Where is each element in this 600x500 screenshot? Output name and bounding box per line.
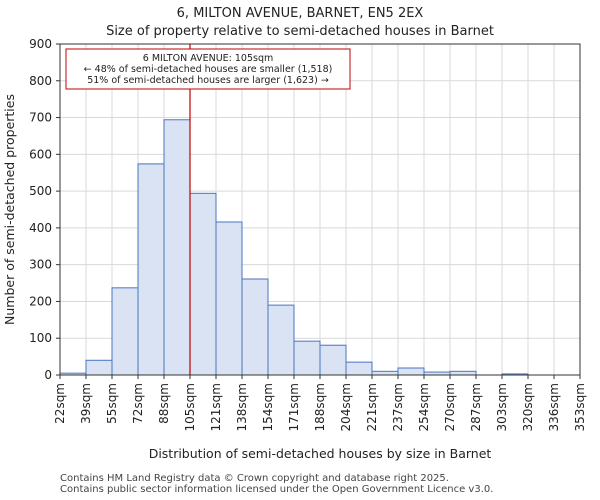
y-tick-label: 800 bbox=[29, 74, 52, 88]
annotation-line-2: ← 48% of semi-detached houses are smalle… bbox=[84, 64, 333, 75]
annotation-frame bbox=[65, 48, 351, 90]
x-tick-label: 270sqm bbox=[443, 383, 457, 431]
x-tick-label: 72sqm bbox=[131, 383, 145, 424]
y-axis-label: Number of semi-detached properties bbox=[2, 94, 17, 325]
y-tick-label: 600 bbox=[29, 147, 52, 161]
x-tick-label: 138sqm bbox=[235, 383, 249, 431]
x-tick-label: 204sqm bbox=[339, 383, 353, 431]
axes: 0 100 200 300 400 500 600 700 800 900 22sqm 39sqm 55… bbox=[29, 37, 587, 431]
y-tick-label: 0 bbox=[44, 368, 52, 382]
footer-line-2: Contains public sector information licen… bbox=[60, 484, 494, 495]
histogram-bar bbox=[215, 221, 243, 376]
annotation-line-3: 51% of semi-detached houses are larger (… bbox=[87, 75, 329, 86]
histogram-bar bbox=[137, 163, 165, 376]
histogram-bar bbox=[345, 361, 373, 376]
x-axis-label: Distribution of semi-detached houses by … bbox=[149, 446, 492, 461]
histogram-bar bbox=[319, 344, 347, 376]
x-tick-label: 121sqm bbox=[209, 383, 223, 431]
histogram-bar bbox=[85, 359, 113, 376]
y-tick-label: 500 bbox=[29, 184, 52, 198]
y-tick-label: 900 bbox=[29, 37, 52, 51]
x-tick-label: 39sqm bbox=[79, 383, 93, 424]
y-tick-label: 300 bbox=[29, 258, 52, 272]
x-tick-label: 353sqm bbox=[573, 383, 587, 431]
x-tick-label: 55sqm bbox=[105, 383, 119, 424]
histogram-bar bbox=[371, 370, 399, 376]
annotation-line-1: 6 MILTON AVENUE: 105sqm bbox=[143, 53, 274, 64]
histogram-bar bbox=[293, 340, 321, 376]
x-tick-label: 171sqm bbox=[287, 383, 301, 431]
histogram-bar bbox=[163, 119, 191, 376]
histogram-bar bbox=[241, 278, 269, 376]
y-tick-label: 400 bbox=[29, 221, 52, 235]
y-tick-label: 100 bbox=[29, 331, 52, 345]
y-tick-label: 200 bbox=[29, 294, 52, 308]
x-tick-label: 320sqm bbox=[521, 383, 535, 431]
chart-title: 6, MILTON AVENUE, BARNET, EN5 2EX bbox=[176, 6, 424, 21]
x-tick-label: 88sqm bbox=[157, 383, 171, 424]
histogram-bar bbox=[397, 367, 425, 376]
footer-line-1: Contains HM Land Registry data © Crown c… bbox=[60, 473, 449, 484]
y-tick-label: 700 bbox=[29, 111, 52, 125]
x-tick-label: 154sqm bbox=[261, 383, 275, 431]
x-tick-label: 237sqm bbox=[391, 383, 405, 431]
chart-subtitle: Size of property relative to semi-detach… bbox=[106, 24, 494, 39]
x-tick-label: 22sqm bbox=[53, 383, 67, 424]
x-tick-label: 221sqm bbox=[365, 383, 379, 431]
histogram-bar bbox=[111, 287, 139, 376]
annotation-box: 6 MILTON AVENUE: 105sqm ← 48% of semi-de… bbox=[65, 48, 351, 90]
x-tick-label: 254sqm bbox=[417, 383, 431, 431]
x-tick-label: 287sqm bbox=[469, 383, 483, 431]
histogram-bar bbox=[267, 304, 295, 376]
x-tick-label: 336sqm bbox=[547, 383, 561, 431]
x-tick-label: 188sqm bbox=[313, 383, 327, 431]
x-tick-label: 105sqm bbox=[183, 383, 197, 431]
bars-group bbox=[59, 119, 529, 376]
histogram-bar bbox=[189, 192, 217, 376]
histogram-bar bbox=[449, 370, 477, 376]
x-tick-label: 303sqm bbox=[495, 383, 509, 431]
